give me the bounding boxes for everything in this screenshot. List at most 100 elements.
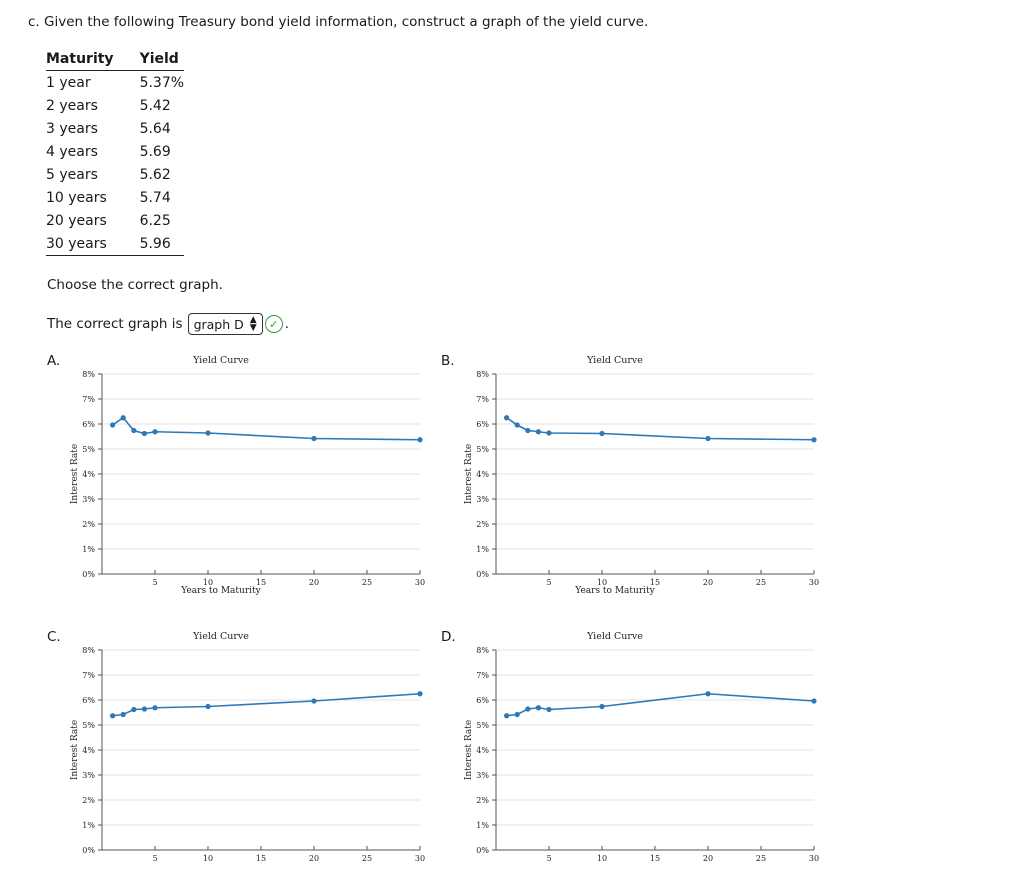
y-tick-label: 0% xyxy=(82,846,95,855)
panel-letter-d[interactable]: D. xyxy=(441,629,456,645)
yield-cell: 6.25 xyxy=(139,212,171,229)
y-tick-label: 0% xyxy=(476,570,489,579)
y-tick-label: 3% xyxy=(476,771,489,780)
data-point xyxy=(504,713,510,719)
x-tick-label: 15 xyxy=(256,854,266,863)
yield-cell: 5.42 xyxy=(139,97,171,114)
table-row: 2 years 5.42 xyxy=(46,94,184,117)
x-tick-label: 30 xyxy=(415,854,425,863)
data-point xyxy=(514,711,520,718)
panel-letter-b[interactable]: B. xyxy=(441,353,455,369)
y-tick-label: 0% xyxy=(82,570,95,579)
graph-select-value: graph D xyxy=(193,316,244,332)
x-tick-label: 5 xyxy=(546,578,551,587)
x-tick-label: 5 xyxy=(152,854,157,863)
x-tick-label: 15 xyxy=(650,578,660,587)
y-tick-label: 8% xyxy=(476,646,489,655)
chart-title: Yield Curve xyxy=(192,631,249,642)
y-tick-label: 7% xyxy=(82,671,95,680)
chart-title: Yield Curve xyxy=(192,355,249,366)
y-tick-label: 5% xyxy=(476,721,489,730)
graph-select[interactable]: graph D ▲ ▼ xyxy=(187,313,263,335)
y-tick-label: 6% xyxy=(82,696,95,705)
chart-title: Yield Curve xyxy=(586,631,643,642)
y-tick-label: 6% xyxy=(476,696,489,705)
y-tick-label: 1% xyxy=(476,545,489,554)
maturity-cell: 5 years xyxy=(46,166,98,183)
data-point xyxy=(152,705,158,711)
y-tick-label: 4% xyxy=(476,470,489,479)
data-point xyxy=(811,698,817,704)
y-axis-label: Interest Rate xyxy=(464,720,474,780)
data-point xyxy=(311,435,317,442)
yield-header: Yield xyxy=(113,49,185,71)
maturity-cell: 2 years xyxy=(46,97,98,114)
question-text: c. Given the following Treasury bond yie… xyxy=(28,14,649,30)
answer-suffix: . xyxy=(284,316,289,332)
x-tick-label: 10 xyxy=(203,854,213,863)
y-tick-label: 6% xyxy=(476,420,489,429)
x-tick-label: 15 xyxy=(650,854,660,863)
x-tick-label: 5 xyxy=(546,854,551,863)
x-axis-label: Years to Maturity xyxy=(180,586,261,596)
data-point xyxy=(205,703,211,710)
data-point xyxy=(811,437,817,443)
maturity-cell: 30 years xyxy=(46,232,114,256)
yield-table: Maturity Yield 1 year 5.37% 2 years 5.42 3… xyxy=(46,49,185,256)
x-tick-label: 5 xyxy=(152,578,157,587)
data-point xyxy=(141,430,147,437)
data-point xyxy=(110,713,116,719)
table-row: 20 years 6.25 xyxy=(46,209,184,232)
data-point xyxy=(599,703,605,710)
data-point xyxy=(525,427,531,434)
table-row: 5 years 5.62 xyxy=(46,163,184,186)
y-tick-label: 7% xyxy=(476,671,489,680)
data-point xyxy=(535,705,541,711)
x-tick-label: 10 xyxy=(597,578,607,587)
data-point xyxy=(525,706,531,712)
maturity-cell: 1 year xyxy=(46,74,91,91)
x-tick-label: 10 xyxy=(203,578,213,587)
select-arrows-icon: ▲ ▼ xyxy=(249,315,257,333)
yield-cell: 5.37% xyxy=(139,74,185,91)
y-tick-label: 5% xyxy=(476,445,489,454)
panel-letter-a[interactable]: A. xyxy=(47,353,61,369)
y-tick-label: 6% xyxy=(82,420,95,429)
chart-graph-d: Yield Curve 0% 1% 2% 3% 4% 5% 6% 7% 8% 5 10 15 20 25 30… xyxy=(464,631,819,863)
data-point xyxy=(546,706,552,713)
x-tick-label: 30 xyxy=(809,854,819,863)
yield-cell: 5.74 xyxy=(139,189,171,206)
table-row: 3 years 5.64 xyxy=(46,117,184,140)
y-tick-label: 1% xyxy=(476,821,489,830)
yield-curve-line xyxy=(112,416,421,441)
data-point xyxy=(141,706,147,712)
yield-cell: 5.96 xyxy=(113,232,185,256)
y-tick-label: 7% xyxy=(82,395,95,404)
x-tick-label: 25 xyxy=(362,578,372,587)
x-tick-label: 20 xyxy=(703,854,713,863)
y-tick-label: 7% xyxy=(476,395,489,404)
y-tick-label: 5% xyxy=(82,445,95,454)
choose-instruction: Choose the correct graph. xyxy=(47,277,223,293)
panel-letter-c[interactable]: C. xyxy=(47,629,61,645)
y-tick-label: 3% xyxy=(82,495,95,504)
x-tick-label: 20 xyxy=(309,578,319,587)
y-tick-label: 4% xyxy=(82,470,95,479)
y-axis-label: Interest Rate xyxy=(70,444,80,504)
data-point xyxy=(514,422,520,428)
data-point xyxy=(120,711,126,718)
table-row: 1 year 5.37% xyxy=(46,71,184,95)
data-point xyxy=(705,691,711,697)
maturity-cell: 4 years xyxy=(46,143,98,160)
data-point xyxy=(205,430,211,436)
y-tick-label: 3% xyxy=(82,771,95,780)
chart-graph-b: Yield Curve 0% 1% 2% 3% 4% 5% 6% 7% 8% 5 10 15 20 25 30… xyxy=(464,355,819,596)
answer-prefix: The correct graph is xyxy=(47,316,183,332)
answer-row: The correct graph is graph D ▲ ▼ ✓ . xyxy=(47,313,289,335)
x-tick-label: 10 xyxy=(597,854,607,863)
data-point xyxy=(599,430,605,437)
maturity-cell: 3 years xyxy=(46,120,98,137)
data-point xyxy=(504,415,510,421)
y-tick-label: 5% xyxy=(82,721,95,730)
y-tick-label: 4% xyxy=(82,746,95,755)
